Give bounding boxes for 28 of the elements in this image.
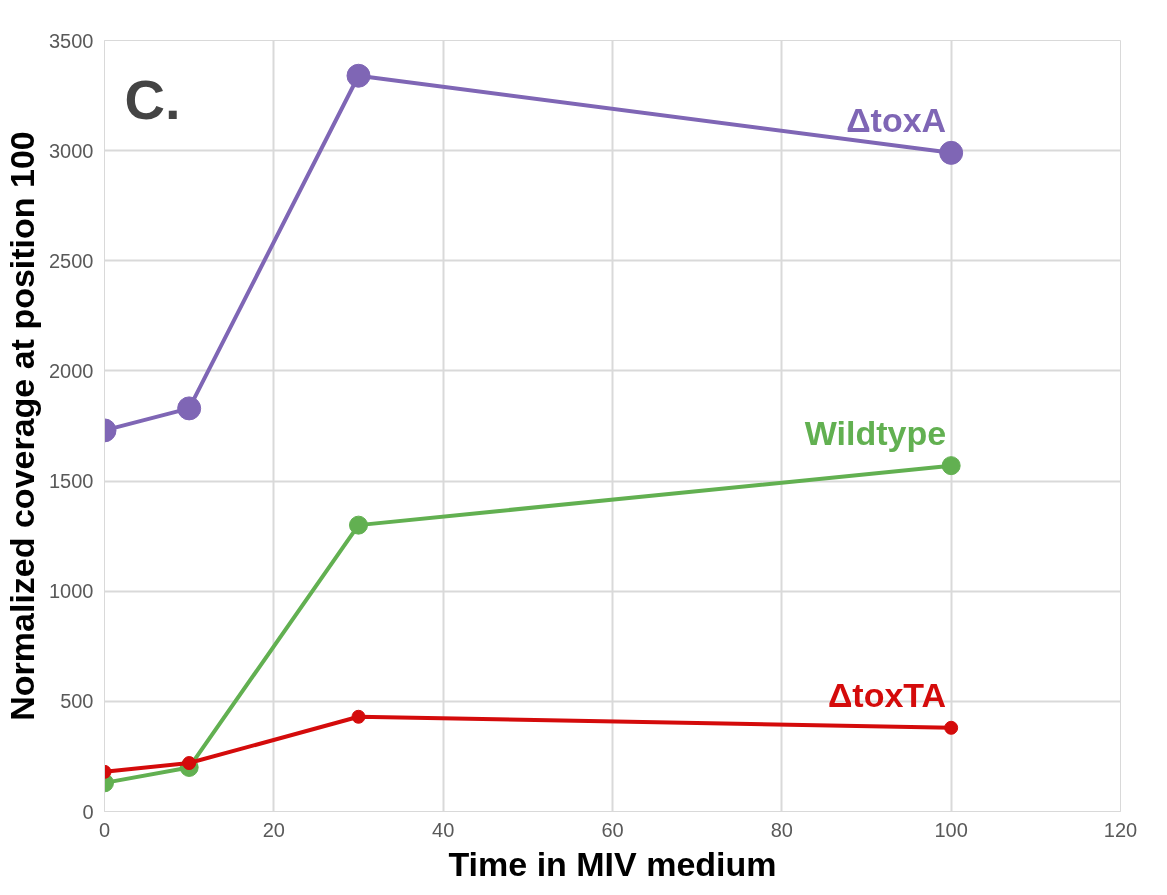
series-label: ΔtoxA — [846, 100, 947, 139]
y-tick-label: 1500 — [49, 470, 94, 493]
y-tick-label: 3500 — [49, 29, 94, 52]
y-tick-label: 2000 — [49, 359, 94, 382]
series-label: ΔtoxTA — [827, 675, 947, 714]
point — [349, 515, 368, 535]
y-tick-label: 0 — [82, 800, 94, 823]
point — [939, 140, 964, 165]
point — [944, 720, 959, 735]
series-label: Wildtype — [804, 413, 947, 452]
point — [346, 63, 371, 88]
y-tick-label: 2500 — [49, 249, 94, 272]
point — [177, 396, 202, 421]
y-tick-label: 1000 — [49, 580, 94, 603]
x-tick-label: 80 — [770, 818, 793, 841]
x-tick-label: 20 — [262, 818, 285, 841]
x-tick-label: 60 — [601, 818, 624, 841]
x-tick-label: 40 — [432, 818, 455, 841]
point — [351, 709, 366, 724]
x-tick-label: 120 — [1103, 818, 1138, 841]
y-tick-label: 500 — [60, 690, 94, 713]
y-tick-label: 3000 — [49, 139, 94, 162]
y-axis-title: Normalized coverage at position 100 — [3, 131, 42, 721]
x-tick-label: 0 — [98, 818, 111, 841]
point — [941, 456, 961, 476]
x-tick-label: 100 — [934, 818, 968, 841]
annotation: C. — [124, 67, 181, 131]
x-axis-title: Time in MIV medium — [448, 844, 777, 883]
